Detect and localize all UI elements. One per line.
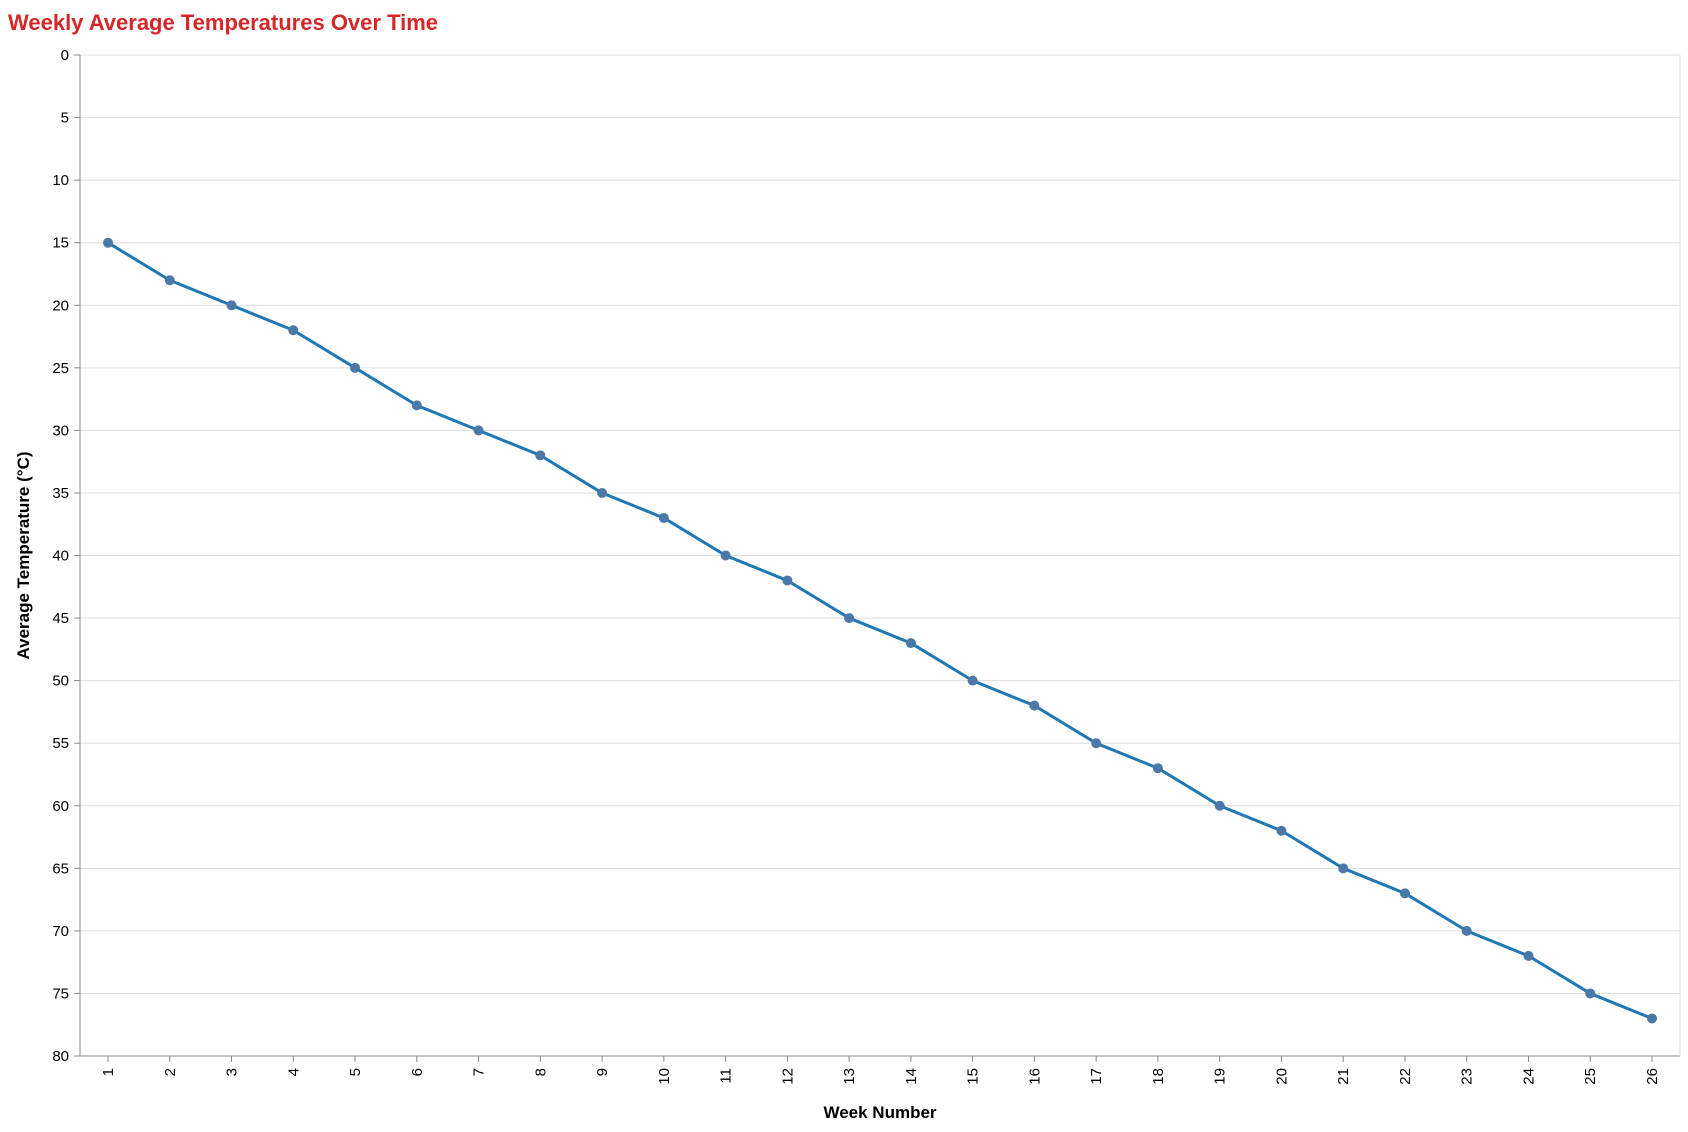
y-tick-label: 50: [52, 673, 69, 690]
data-point: [1338, 863, 1349, 874]
data-point: [288, 325, 299, 336]
x-tick-label: 25: [1582, 1068, 1599, 1085]
data-point: [535, 450, 546, 461]
y-tick-label: 30: [52, 422, 69, 439]
x-tick-label: 15: [965, 1068, 982, 1085]
x-tick-label: 21: [1335, 1068, 1352, 1085]
series-layer: [106, 241, 1654, 1020]
x-axis-ticks: 1 2 3 4 5 6 7 8 9 10 11 12 13 14 15 16 17 18 19 20 21 22 23 24 2…: [100, 1056, 1661, 1085]
data-point: [1214, 800, 1225, 811]
y-tick-label: 35: [52, 485, 69, 502]
data-point: [905, 638, 916, 649]
data-point: [967, 675, 978, 686]
x-tick-label: 11: [718, 1068, 735, 1084]
y-tick-label: 15: [52, 235, 69, 252]
x-tick-label: 16: [1026, 1068, 1043, 1085]
x-tick-label: 14: [903, 1068, 920, 1085]
data-point: [1091, 738, 1102, 749]
x-tick-label: 13: [841, 1068, 858, 1085]
y-tick-label: 60: [52, 798, 69, 815]
x-tick-label: 23: [1459, 1068, 1476, 1085]
data-point: [164, 275, 175, 286]
data-point: [1523, 950, 1534, 961]
x-tick-label: 7: [471, 1068, 488, 1076]
x-tick-label: 1: [100, 1068, 117, 1076]
data-point: [473, 425, 484, 436]
x-tick-label: 6: [409, 1068, 426, 1076]
y-tick-label: 45: [52, 610, 69, 627]
series-line: [106, 241, 1654, 1020]
data-point: [411, 400, 422, 411]
data-point: [658, 512, 669, 523]
x-tick-label: 22: [1397, 1068, 1414, 1085]
data-point: [1152, 763, 1163, 774]
x-tick-label: 17: [1088, 1068, 1105, 1085]
data-point: [350, 362, 361, 373]
y-tick-label: 25: [52, 360, 69, 377]
x-tick-label: 12: [779, 1068, 796, 1085]
x-tick-label: 26: [1644, 1068, 1661, 1085]
data-point: [1399, 888, 1410, 899]
y-tick-label: 65: [52, 860, 69, 877]
y-tick-label: 20: [52, 297, 69, 314]
y-axis-title: Average Temperature (°C): [14, 451, 33, 659]
x-tick-label: 9: [594, 1068, 611, 1076]
y-axis-ticks: 0 5 10 15 20 25 30 35 40 45 50 55 60 65 70 75 80: [52, 47, 80, 1065]
data-point: [597, 487, 608, 498]
data-point: [1276, 825, 1287, 836]
x-tick-label: 24: [1520, 1068, 1537, 1085]
points-layer: [103, 237, 1657, 1024]
data-point: [720, 550, 731, 561]
data-point: [226, 300, 237, 311]
y-tick-label: 75: [52, 985, 69, 1002]
data-point: [103, 237, 113, 248]
chart-title: Weekly Average Temperatures Over Time: [8, 10, 438, 35]
x-tick-label: 18: [1150, 1068, 1167, 1085]
data-point: [1647, 1013, 1657, 1024]
x-tick-label: 8: [532, 1068, 549, 1076]
data-point: [782, 575, 793, 586]
y-tick-label: 80: [52, 1048, 69, 1065]
y-tick-label: 0: [61, 47, 69, 64]
x-tick-label: 10: [656, 1068, 673, 1085]
data-point: [1585, 988, 1596, 999]
y-tick-label: 70: [52, 923, 69, 940]
x-tick-label: 3: [224, 1068, 241, 1076]
x-tick-label: 19: [1212, 1068, 1229, 1085]
data-point: [1461, 925, 1472, 936]
data-point: [1029, 700, 1040, 711]
y-tick-label: 5: [61, 110, 69, 127]
x-axis-title: Week Number: [823, 1103, 936, 1122]
x-tick-label: 20: [1273, 1068, 1290, 1085]
grid-lines: [80, 54, 1680, 1057]
x-tick-label: 2: [162, 1068, 179, 1076]
data-point: [844, 613, 855, 624]
y-tick-label: 40: [52, 548, 69, 565]
x-tick-label: 5: [347, 1068, 364, 1076]
y-tick-label: 10: [52, 172, 69, 189]
y-tick-label: 55: [52, 735, 69, 752]
x-tick-label: 4: [285, 1068, 302, 1076]
